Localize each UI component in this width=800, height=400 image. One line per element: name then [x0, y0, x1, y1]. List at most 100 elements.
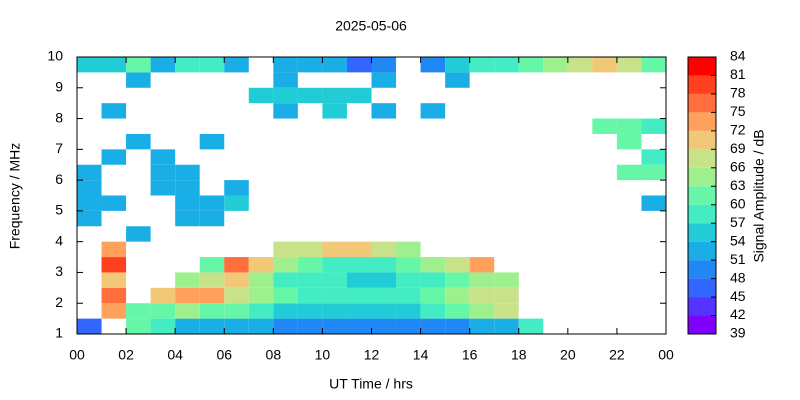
heatmap-cell: [273, 272, 298, 288]
heatmap-cell: [126, 303, 151, 319]
colorbar-band: [688, 130, 716, 150]
heatmap-cell: [371, 72, 397, 88]
colorbar-label: Signal Amplitude / dB: [751, 129, 767, 262]
heatmap-cell: [150, 57, 176, 73]
heatmap-cell: [273, 257, 298, 273]
heatmap-cell: [199, 257, 225, 273]
colorbar-band: [688, 241, 716, 261]
heatmap-cell: [371, 272, 397, 288]
heatmap-cell: [248, 87, 274, 104]
heatmap-cell: [420, 318, 446, 334]
y-tick-label: 6: [55, 171, 63, 187]
heatmap-cell: [126, 72, 151, 88]
heatmap-cell: [420, 57, 446, 73]
heatmap-cell: [224, 57, 249, 73]
heatmap-cell: [346, 57, 372, 73]
x-tick-label: 08: [266, 347, 282, 363]
heatmap-cell: [101, 149, 127, 165]
heatmap-cell: [469, 257, 495, 273]
x-tick-label: 06: [216, 347, 232, 363]
heatmap-cell: [567, 57, 593, 73]
colorbar-band: [688, 278, 716, 298]
heatmap-cell: [273, 303, 298, 319]
y-tick-label: 8: [55, 109, 63, 125]
colorbar-tick-label: 39: [730, 325, 746, 341]
colorbar-tick-label: 45: [730, 288, 746, 304]
heatmap-cell: [224, 195, 249, 211]
heatmap-cell: [592, 57, 617, 73]
heatmap-cell: [543, 57, 568, 73]
heatmap-cell: [469, 318, 495, 334]
heatmap-cell: [248, 272, 274, 288]
heatmap-cell: [224, 272, 249, 288]
colorbar-band: [688, 315, 716, 334]
heatmap-cell: [371, 257, 397, 273]
heatmap-cell: [322, 87, 347, 104]
y-tick-label: 2: [55, 294, 63, 310]
x-tick-label: 20: [560, 347, 576, 363]
heatmap-cell: [101, 103, 127, 119]
heatmap-cell: [175, 303, 200, 319]
heatmap-cell: [641, 149, 666, 165]
heatmap-cell: [469, 303, 495, 319]
heatmap-cell: [273, 287, 298, 304]
y-tick-label: 4: [55, 232, 63, 248]
heatmap-cell: [199, 272, 225, 288]
heatmap-cell: [494, 318, 519, 334]
heatmap-cell: [518, 318, 544, 334]
y-tick-label: 5: [55, 202, 63, 218]
heatmap-cell: [273, 318, 298, 334]
heatmap-cell: [150, 303, 176, 319]
heatmap-cell: [322, 318, 347, 334]
heatmap-cell: [101, 303, 127, 319]
colorbar-frame: [687, 56, 717, 335]
heatmap-cell: [199, 303, 225, 319]
heatmap-cell: [101, 257, 127, 273]
heatmap-cell: [150, 149, 176, 165]
heatmap-cell: [175, 272, 200, 288]
heatmap-cell: [175, 195, 200, 211]
heatmap-cell: [77, 180, 102, 196]
colorbar-tick-label: 69: [730, 140, 746, 156]
heatmap-cell: [469, 287, 495, 304]
colorbar-band: [688, 260, 716, 279]
colorbar-band: [688, 75, 716, 94]
heatmap-cell: [126, 133, 151, 150]
colorbar-band: [688, 204, 716, 224]
heatmap-cell: [101, 287, 127, 304]
heatmap-cell: [346, 257, 372, 273]
heatmap-cell: [297, 318, 323, 334]
heatmap-cell: [322, 303, 347, 319]
heatmap-cell: [77, 318, 102, 334]
heatmap-cell: [175, 57, 200, 73]
heatmap-cell: [224, 257, 249, 273]
heatmap-cell: [199, 57, 225, 73]
heatmap-cell: [150, 318, 176, 334]
heatmap-cell: [297, 87, 323, 104]
heatmap-cell: [322, 287, 347, 304]
heatmap-cell: [371, 241, 397, 258]
heatmap-cell: [371, 303, 397, 319]
chart-title: 2025-05-06: [335, 18, 407, 34]
heatmap-cell: [101, 272, 127, 288]
heatmap-cell: [616, 57, 642, 73]
y-axis-label: Frequency / MHz: [7, 143, 23, 250]
heatmap-cell: [445, 72, 470, 88]
heatmap-cell: [297, 287, 323, 304]
colorbar-tick-label: 81: [730, 66, 746, 82]
heatmap-cell: [273, 57, 298, 73]
heatmap-cell: [616, 164, 642, 181]
heatmap-cell: [224, 318, 249, 334]
heatmap-cell: [248, 318, 274, 334]
heatmap-cell: [420, 272, 446, 288]
heatmap-cell: [199, 210, 225, 227]
heatmap-cell: [494, 57, 519, 73]
heatmap-cell: [396, 257, 421, 273]
heatmap-cell: [445, 57, 470, 73]
heatmap-cell: [371, 318, 397, 334]
x-tick-label: 16: [462, 347, 478, 363]
colorbar-tick-label: 57: [730, 214, 746, 230]
heatmap-cell: [420, 287, 446, 304]
heatmap-cell: [469, 272, 495, 288]
heatmap-cell: [126, 57, 151, 73]
